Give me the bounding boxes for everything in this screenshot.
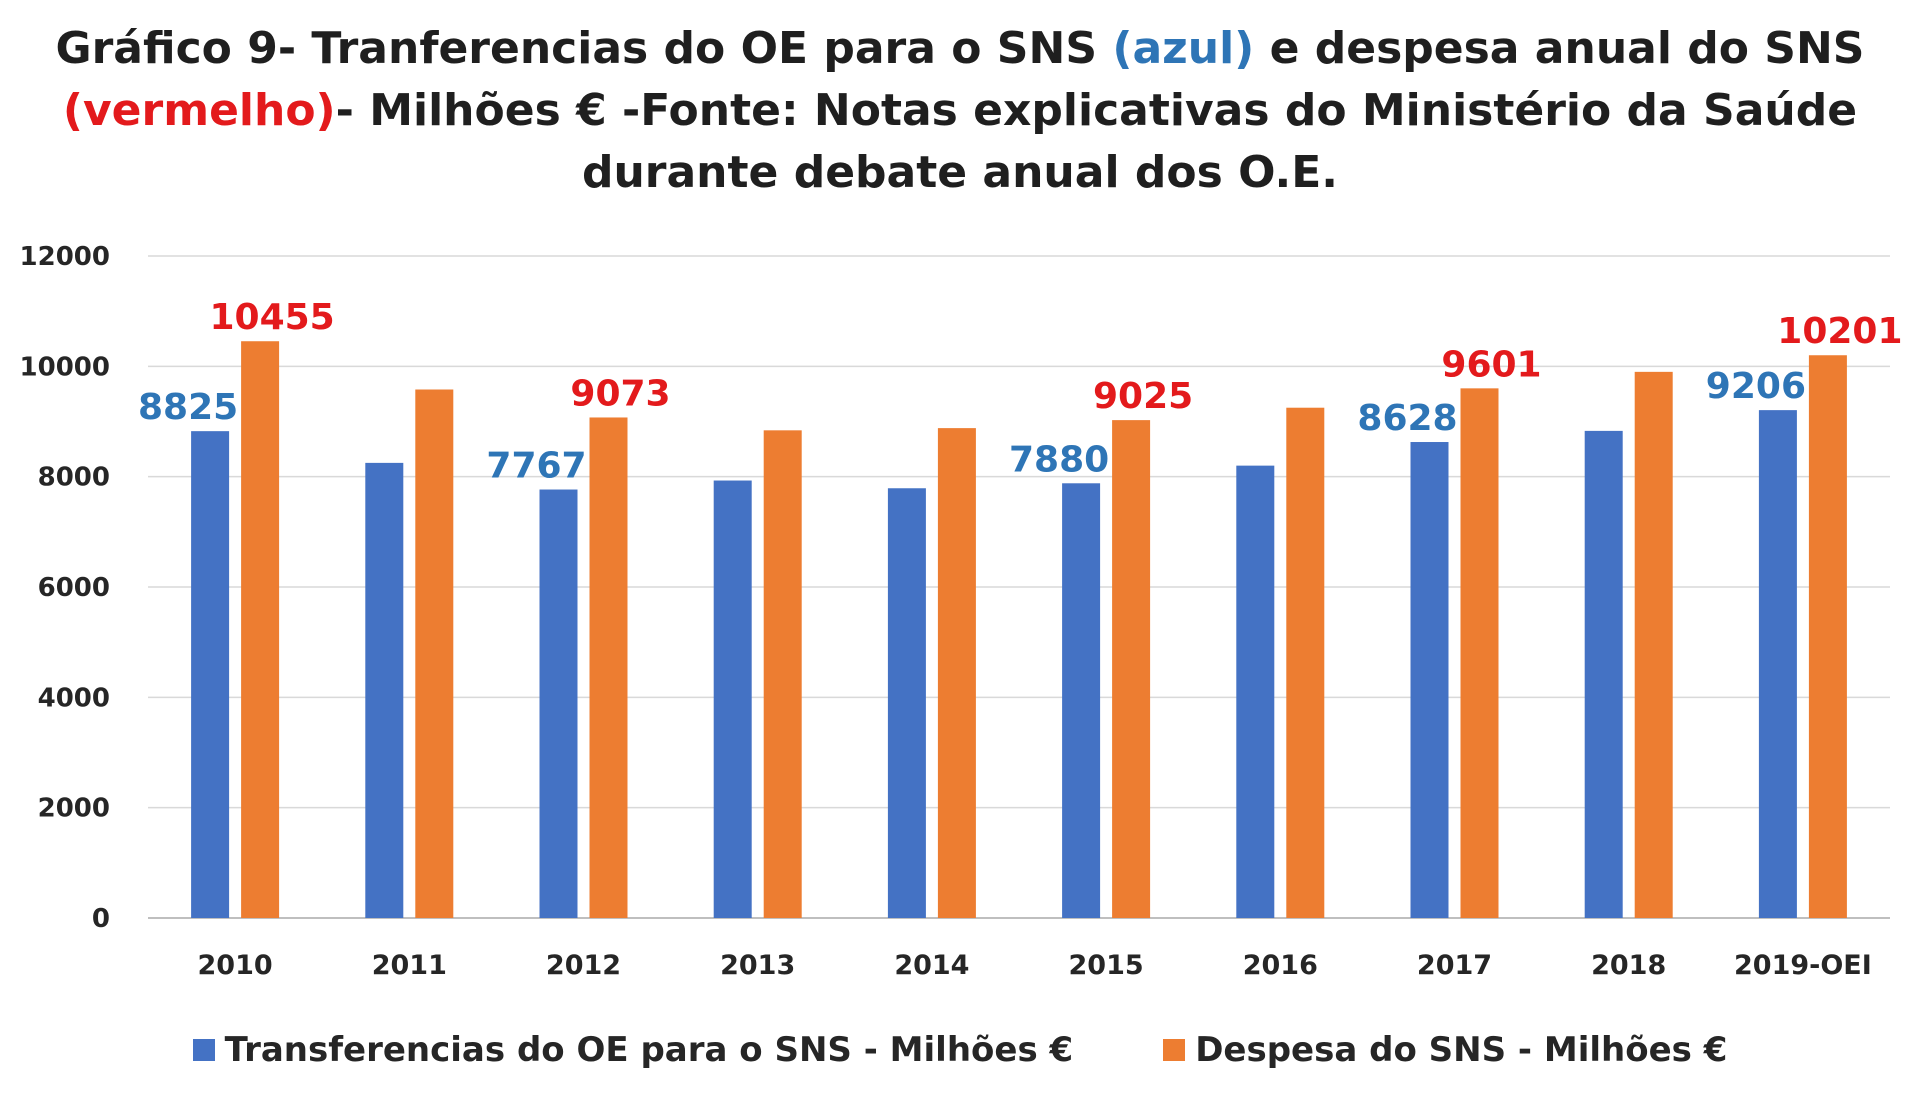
y-tick-label: 0 xyxy=(92,904,110,934)
x-tick-label: 2017 xyxy=(1417,950,1492,981)
bar-despesa xyxy=(241,341,280,918)
bar-transferencias xyxy=(1062,483,1101,918)
title-line-2: (vermelho)- Milhões € -Fonte: Notas expl… xyxy=(0,80,1920,142)
bar-despesa xyxy=(589,417,628,918)
bar-transferencias xyxy=(365,462,404,918)
data-label-transferencias: 7880 xyxy=(1009,439,1109,480)
x-tick-label: 2011 xyxy=(372,950,447,981)
y-tick-label: 12000 xyxy=(20,242,110,272)
data-label-despesa: 9025 xyxy=(1093,376,1193,417)
y-tick-label: 8000 xyxy=(38,463,110,493)
y-tick-label: 2000 xyxy=(38,794,110,824)
chart-title: Gráfico 9- Tranferencias do OE para o SN… xyxy=(0,18,1920,204)
y-tick-label: 6000 xyxy=(38,573,110,603)
bar-transferencias xyxy=(1584,430,1623,918)
bar-transferencias xyxy=(1758,410,1797,918)
x-tick-label: 2019-OEI xyxy=(1734,950,1872,981)
bar-despesa xyxy=(937,428,976,918)
bar-transferencias xyxy=(887,488,926,918)
bar-transferencias xyxy=(1410,442,1449,918)
bar-despesa xyxy=(1808,355,1847,918)
data-label-despesa: 10455 xyxy=(209,297,334,338)
data-label-despesa: 10201 xyxy=(1777,311,1902,352)
data-label-transferencias: 9206 xyxy=(1706,366,1806,407)
title-line-1: Gráfico 9- Tranferencias do OE para o SN… xyxy=(0,18,1920,80)
title-line-3: durante debate anual dos O.E. xyxy=(0,142,1920,204)
legend-item-transferencias: Transferencias do OE para o SNS - Milhõe… xyxy=(192,1030,1074,1070)
title-text-2b: - Milhões € -Fonte: Notas explicativas d… xyxy=(335,85,1858,136)
title-text-1a: Gráfico 9- Tranferencias do OE para o SN… xyxy=(55,23,1113,74)
chart-legend: Transferencias do OE para o SNS - Milhõe… xyxy=(0,1030,1920,1070)
y-tick-label: 10000 xyxy=(20,352,110,382)
x-tick-label: 2018 xyxy=(1591,950,1666,981)
x-tick-label: 2014 xyxy=(894,950,969,981)
title-text-blue: (azul) xyxy=(1112,23,1255,74)
bar-despesa xyxy=(415,389,454,919)
bar-despesa xyxy=(1460,388,1499,918)
bar-despesa xyxy=(1112,420,1151,918)
bar-despesa xyxy=(1634,371,1673,919)
legend-swatch-orange xyxy=(1163,1039,1186,1061)
legend-label-despesa: Despesa do SNS - Milhões € xyxy=(1195,1030,1728,1070)
y-tick-label: 4000 xyxy=(38,683,110,713)
data-label-transferencias: 8825 xyxy=(138,387,238,428)
bar-transferencias xyxy=(713,480,752,918)
bar-transferencias xyxy=(539,489,578,918)
data-label-transferencias: 8628 xyxy=(1357,398,1457,439)
x-tick-label: 2012 xyxy=(546,950,621,981)
legend-label-transferencias: Transferencias do OE para o SNS - Milhõe… xyxy=(224,1030,1074,1070)
x-tick-label: 2015 xyxy=(1069,950,1144,981)
data-label-despesa: 9073 xyxy=(570,373,670,414)
bar-transferencias xyxy=(191,431,230,918)
x-tick-label: 2010 xyxy=(198,950,273,981)
bar-despesa xyxy=(763,430,802,918)
title-text-red: (vermelho) xyxy=(62,85,336,136)
legend-swatch-blue xyxy=(192,1039,215,1061)
legend-item-despesa: Despesa do SNS - Milhões € xyxy=(1163,1030,1727,1070)
title-text-3: durante debate anual dos O.E. xyxy=(581,147,1339,198)
data-label-transferencias: 7767 xyxy=(486,446,586,487)
x-tick-label: 2016 xyxy=(1243,950,1318,981)
x-tick-label: 2013 xyxy=(720,950,795,981)
bar-despesa xyxy=(1286,407,1325,918)
data-label-despesa: 9601 xyxy=(1441,344,1541,385)
bar-transferencias xyxy=(1236,465,1275,918)
title-text-1c: e despesa anual do SNS xyxy=(1254,23,1865,74)
